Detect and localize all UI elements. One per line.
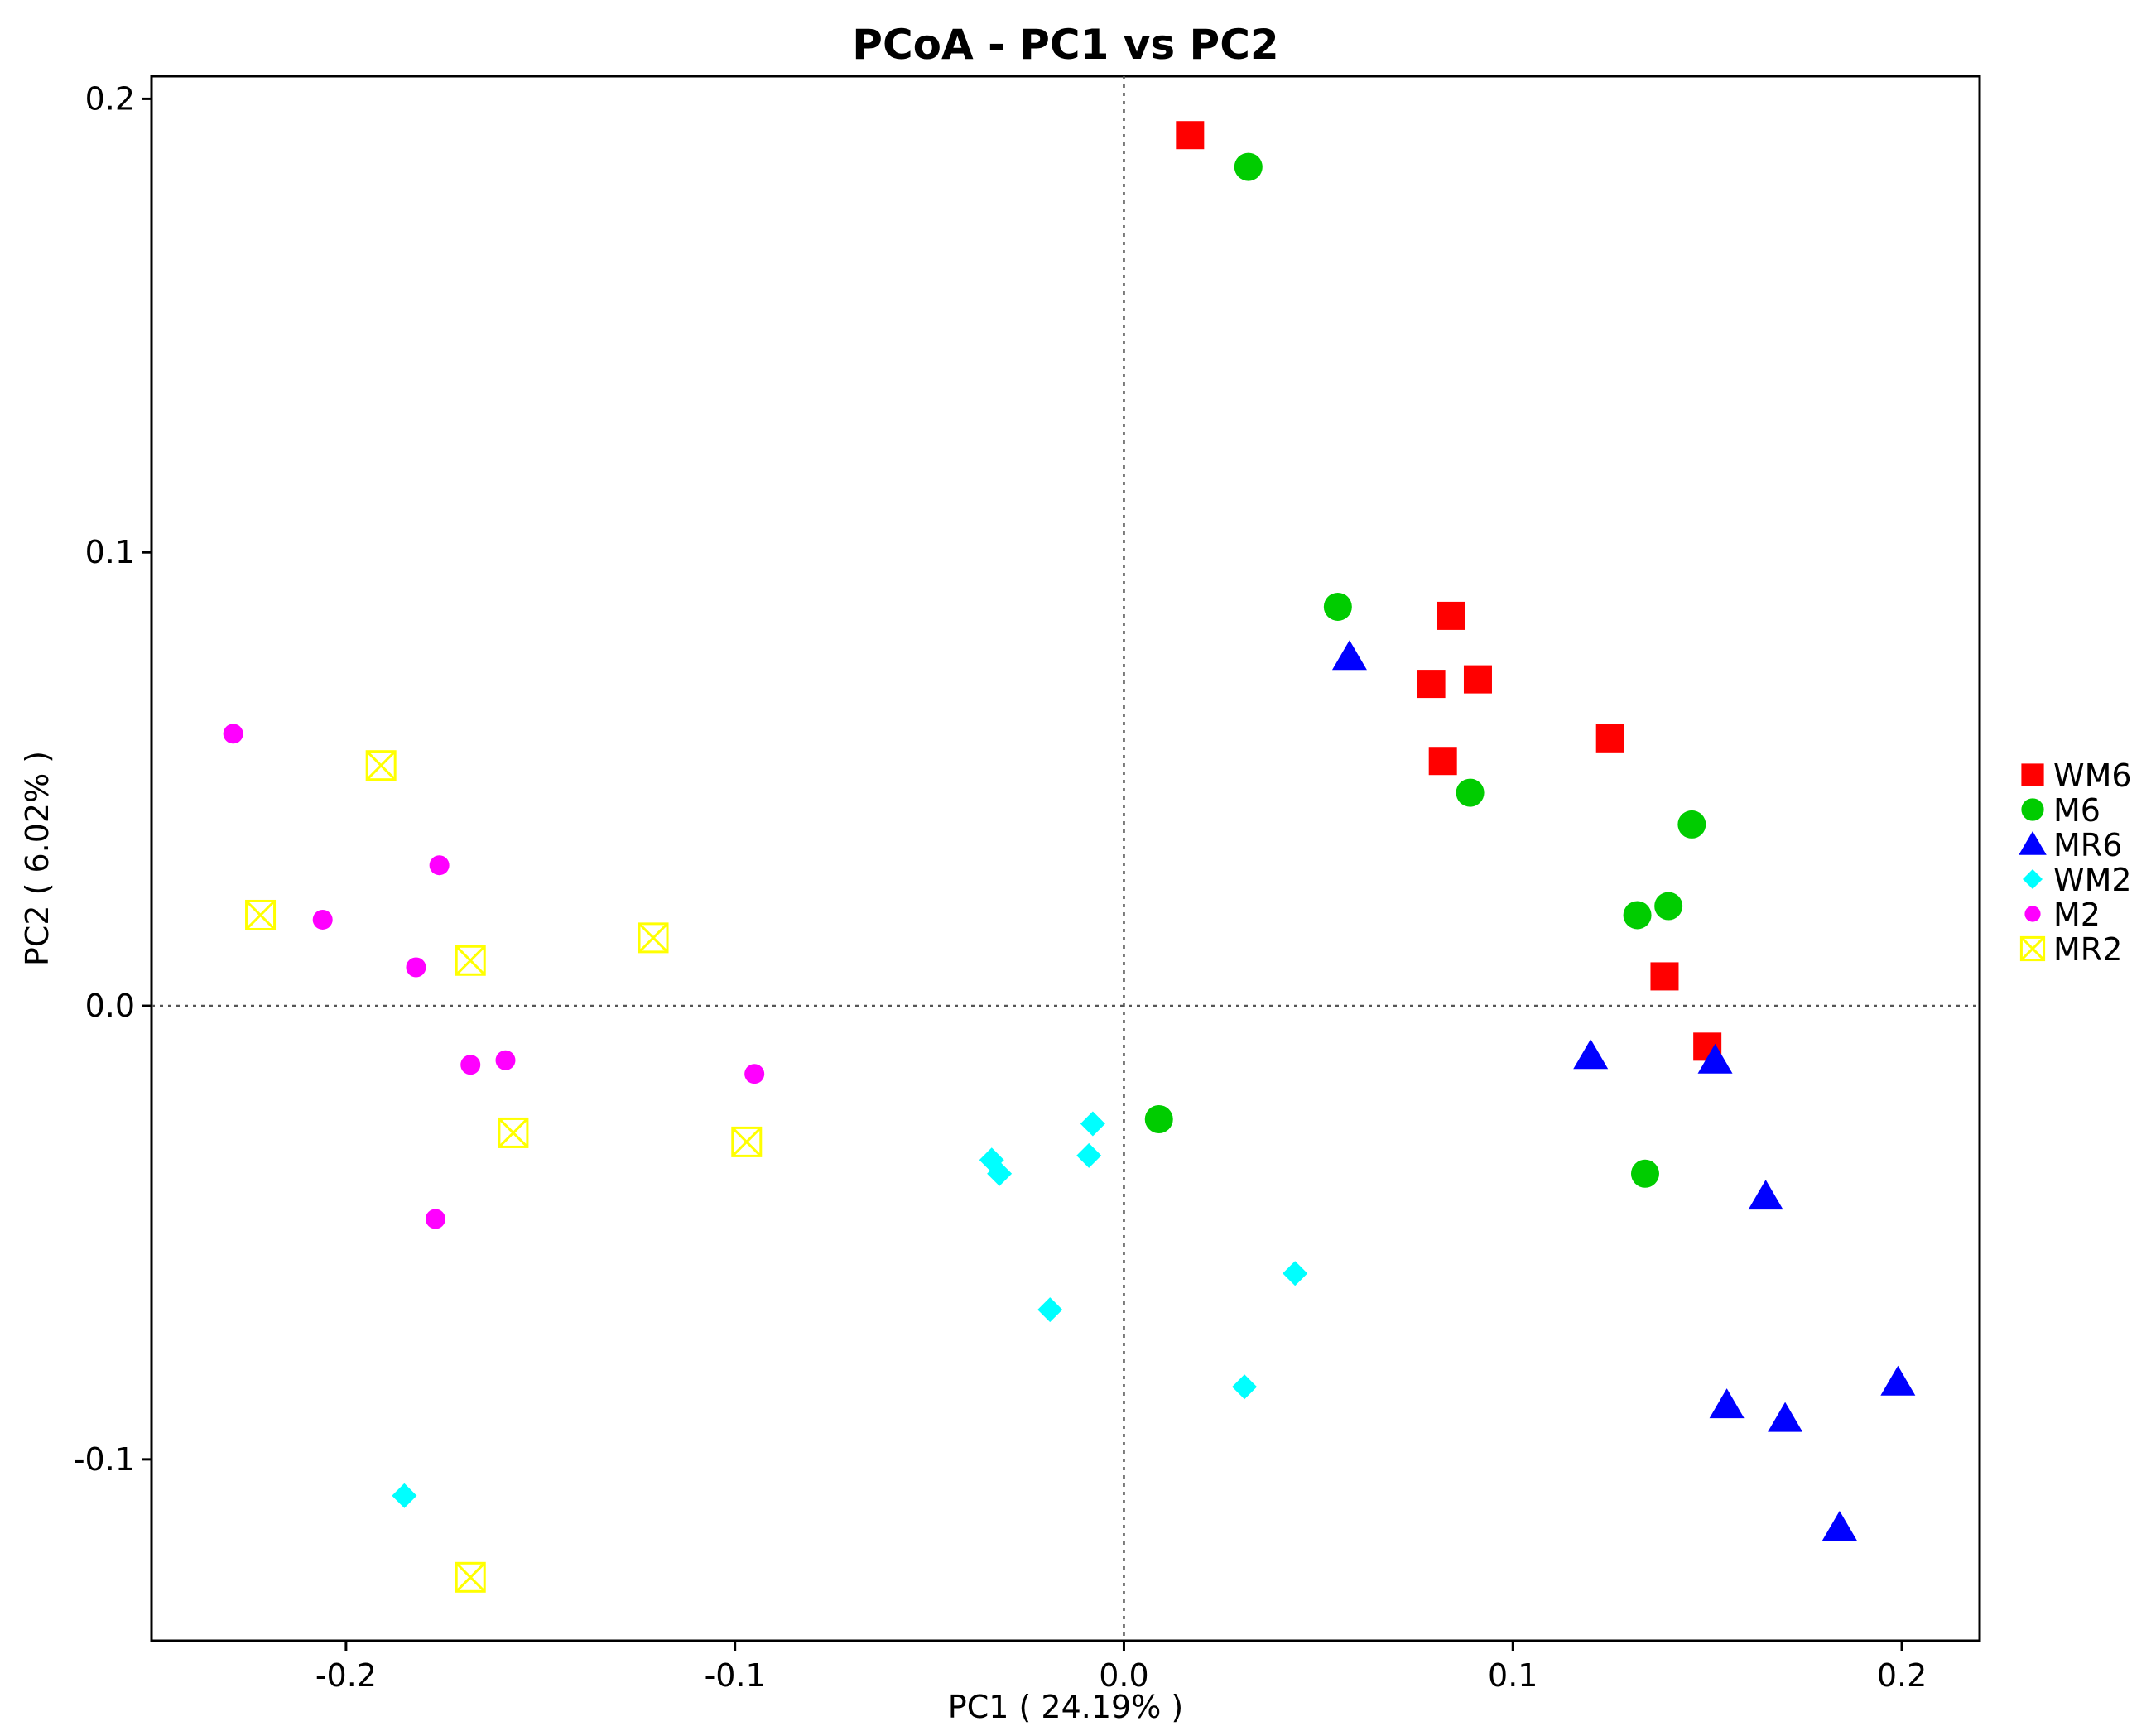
point-m6 xyxy=(1623,901,1652,930)
legend-label-wm2: WM2 xyxy=(2053,862,2132,898)
point-wm2 xyxy=(1037,1297,1063,1323)
point-m2 xyxy=(460,1055,481,1075)
point-m6 xyxy=(1677,810,1706,839)
point-wm6 xyxy=(1463,665,1492,694)
point-m6 xyxy=(1234,152,1263,181)
point-wm2 xyxy=(1080,1111,1105,1137)
chart-title: PCoA - PC1 vs PC2 xyxy=(852,21,1278,69)
point-wm6 xyxy=(1417,670,1446,699)
point-m2 xyxy=(744,1064,765,1084)
plot-area xyxy=(150,75,1981,1642)
x-axis-label: PC1 ( 24.19% ) xyxy=(948,1689,1183,1725)
point-m2 xyxy=(495,1050,516,1070)
y-axis-label: PC2 ( 6.02% ) xyxy=(19,751,55,966)
x-tick-label: -0.2 xyxy=(315,1657,377,1694)
point-mr2 xyxy=(498,1117,529,1148)
point-wm2 xyxy=(392,1483,417,1508)
x-tick-label: 0.2 xyxy=(1877,1657,1927,1694)
point-mr2 xyxy=(455,945,486,976)
point-mr6 xyxy=(1573,1039,1609,1070)
point-mr6 xyxy=(1822,1511,1857,1541)
legend-label-mr6: MR6 xyxy=(2053,827,2122,863)
point-wm2 xyxy=(1232,1374,1258,1400)
point-wm6 xyxy=(1437,601,1465,630)
y-tick-label: 0.2 xyxy=(85,80,135,117)
point-mr2 xyxy=(731,1126,763,1157)
x-tick-label: 0.0 xyxy=(1099,1657,1148,1694)
point-wm2 xyxy=(987,1161,1013,1186)
point-m6 xyxy=(1456,778,1485,807)
x-tick-label: -0.1 xyxy=(705,1657,766,1694)
point-m6 xyxy=(1323,592,1352,621)
point-m2 xyxy=(312,909,333,930)
x-tick-label: 0.1 xyxy=(1488,1657,1538,1694)
legend-marker-mr6 xyxy=(2019,831,2047,855)
point-m2 xyxy=(406,957,426,978)
x-axis-ticks: -0.2 -0.1 0.0 0.1 0.2 xyxy=(315,1641,1927,1694)
legend-label-mr2: MR2 xyxy=(2053,931,2122,968)
legend-label-wm6: WM6 xyxy=(2053,757,2132,794)
y-tick-label: 0.0 xyxy=(85,988,135,1024)
point-mr2 xyxy=(365,750,397,781)
point-mr6 xyxy=(1768,1402,1803,1432)
legend-marker-mr2 xyxy=(2019,935,2046,962)
point-m2 xyxy=(425,1209,445,1229)
y-tick-label: 0.1 xyxy=(85,534,135,570)
legend-marker-wm2 xyxy=(2023,869,2043,889)
point-wm6 xyxy=(1428,747,1457,776)
point-wm6 xyxy=(1595,724,1624,753)
legend-marker-m6 xyxy=(2021,798,2044,821)
point-wm2 xyxy=(1283,1261,1308,1286)
point-mr2 xyxy=(245,899,277,930)
point-m6 xyxy=(1630,1159,1659,1188)
point-mr6 xyxy=(1709,1388,1745,1419)
point-wm2 xyxy=(1076,1142,1102,1168)
data-points xyxy=(223,121,1916,1593)
legend-marker-m2 xyxy=(2024,906,2041,922)
point-wm6 xyxy=(1176,121,1205,150)
y-axis-ticks: -0.1 0.0 0.1 0.2 xyxy=(74,80,152,1478)
point-mr6 xyxy=(1331,640,1367,671)
point-mr6 xyxy=(1880,1365,1916,1396)
point-m2 xyxy=(429,855,450,876)
legend-label-m2: M2 xyxy=(2053,897,2101,933)
point-mr6 xyxy=(1748,1180,1783,1210)
point-mr2 xyxy=(638,922,669,954)
point-m6 xyxy=(1144,1105,1173,1133)
point-m2 xyxy=(223,724,243,744)
point-mr6 xyxy=(1697,1043,1733,1074)
legend-label-m6: M6 xyxy=(2053,792,2101,829)
point-m6 xyxy=(1654,892,1683,921)
legend-marker-wm6 xyxy=(2021,763,2044,786)
point-wm6 xyxy=(1650,962,1679,991)
y-tick-label: -0.1 xyxy=(74,1441,135,1478)
point-mr2 xyxy=(455,1561,486,1593)
